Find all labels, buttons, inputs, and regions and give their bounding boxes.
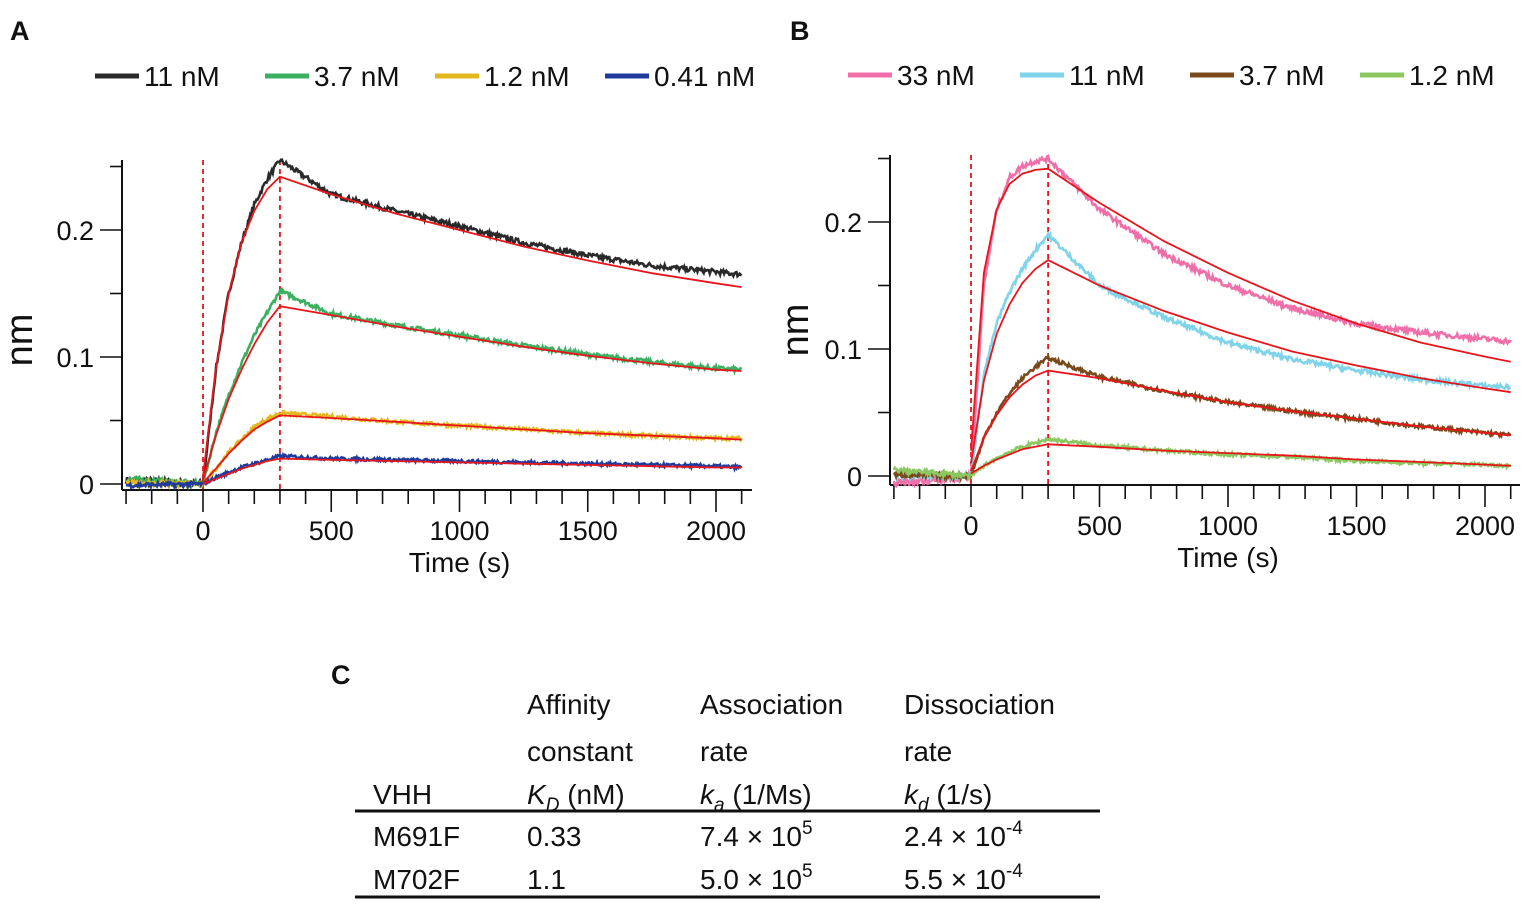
- legend-label: 1.2 nM: [1409, 60, 1495, 91]
- legend-item: 1.2 nM: [435, 61, 570, 92]
- x-axis-title: Time (s): [409, 547, 511, 578]
- cell-ka: 7.4 × 105: [700, 818, 813, 852]
- x-tick-label: 0: [963, 511, 978, 541]
- legend-label: 1.2 nM: [484, 61, 570, 92]
- fit-curve-line: [202, 305, 742, 481]
- legend-label: 33 nM: [897, 60, 975, 91]
- data-series-line: [124, 287, 743, 491]
- data-series-line: [892, 436, 1512, 483]
- header-koff-unit: kd (1/s): [904, 779, 992, 816]
- y-tick-label: 0: [79, 470, 94, 500]
- x-tick-label: 2000: [1455, 511, 1515, 541]
- header-dissociation: Dissociation: [904, 689, 1055, 720]
- legend-label: 11 nM: [1069, 60, 1145, 91]
- legend-item: 11 nM: [1020, 60, 1145, 91]
- y-tick-label: 0.1: [824, 335, 862, 365]
- legend-item: 0.41 nM: [605, 61, 755, 92]
- y-tick-label: 0.2: [56, 216, 94, 246]
- y-tick-label: 0.1: [56, 343, 94, 373]
- data-series-line: [125, 451, 743, 491]
- cell-ka: 5.0 × 105: [700, 861, 813, 895]
- cell-vhh: M702F: [373, 864, 460, 895]
- cell-koff: 2.4 × 10-4: [904, 818, 1023, 852]
- fit-curve-line: [970, 167, 1511, 451]
- header-ka-unit: ka (1/Ms): [700, 779, 812, 816]
- data-series-line: [892, 230, 1511, 483]
- header-association: Association: [700, 689, 843, 720]
- header-constant: constant: [527, 736, 633, 767]
- data-series-line: [124, 158, 743, 491]
- x-tick-label: 0: [195, 516, 210, 546]
- cell-kd: 1.1: [527, 864, 566, 895]
- legend-item: 3.7 nM: [1190, 60, 1325, 91]
- y-tick-label: 0: [847, 462, 862, 492]
- table-row: M691F 0.33 7.4 × 105 2.4 × 10-4: [373, 818, 1023, 852]
- y-axis-title: nm: [0, 314, 41, 367]
- fit-curve-line: [970, 369, 1511, 472]
- kinetics-table: Affinity Association Dissociation consta…: [355, 689, 1100, 899]
- y-tick-label: 0.2: [824, 208, 862, 238]
- x-tick-label: 2000: [686, 516, 746, 546]
- cell-kd: 0.33: [527, 821, 582, 852]
- x-axis-title: Time (s): [1177, 542, 1279, 573]
- cell-koff: 5.5 × 10-4: [904, 861, 1023, 895]
- y-axis-title: nm: [775, 304, 817, 357]
- data-series-line: [892, 154, 1512, 489]
- chart-a: 0 500 1000 1500 2000 0 0.1 0.2 Time (s) nm 11 nM 3.…: [0, 61, 755, 578]
- header-rate-a: rate: [700, 736, 748, 767]
- header-kd-unit: KD (nM): [527, 779, 625, 816]
- fit-curve-line: [202, 414, 742, 484]
- legend-item: 1.2 nM: [1360, 60, 1495, 91]
- table-row: M702F 1.1 5.0 × 105 5.5 × 10-4: [373, 861, 1023, 895]
- x-tick-label: 1000: [429, 516, 489, 546]
- x-tick-label: 1000: [1198, 511, 1258, 541]
- header-affinity: Affinity: [527, 689, 611, 720]
- legend-item: 33 nM: [848, 60, 975, 91]
- panel-label-c: C: [331, 660, 351, 690]
- fit-curve-line: [970, 259, 1511, 464]
- fit-curve-line: [202, 175, 742, 477]
- header-vhh: VHH: [373, 779, 432, 810]
- legend-item: 3.7 nM: [265, 61, 400, 92]
- x-tick-label: 1500: [558, 516, 618, 546]
- cell-vhh: M691F: [373, 821, 460, 852]
- legend-label: 3.7 nM: [314, 61, 400, 92]
- x-tick-label: 500: [1077, 511, 1122, 541]
- fit-curve-line: [970, 443, 1511, 475]
- chart-b: 0 500 1000 1500 2000 0 0.1 0.2 Time (s) nm 33 nM 11…: [775, 60, 1520, 573]
- fit-curve-line: [202, 457, 742, 485]
- x-tick-label: 1500: [1326, 511, 1386, 541]
- panel-label-b: B: [790, 16, 810, 46]
- legend-label: 3.7 nM: [1239, 60, 1325, 91]
- legend-label: 11 nM: [144, 61, 220, 92]
- header-rate-d: rate: [904, 736, 952, 767]
- legend-label: 0.41 nM: [654, 61, 755, 92]
- panel-label-a: A: [10, 16, 30, 46]
- legend-item: 11 nM: [95, 61, 220, 92]
- x-tick-label: 500: [309, 516, 354, 546]
